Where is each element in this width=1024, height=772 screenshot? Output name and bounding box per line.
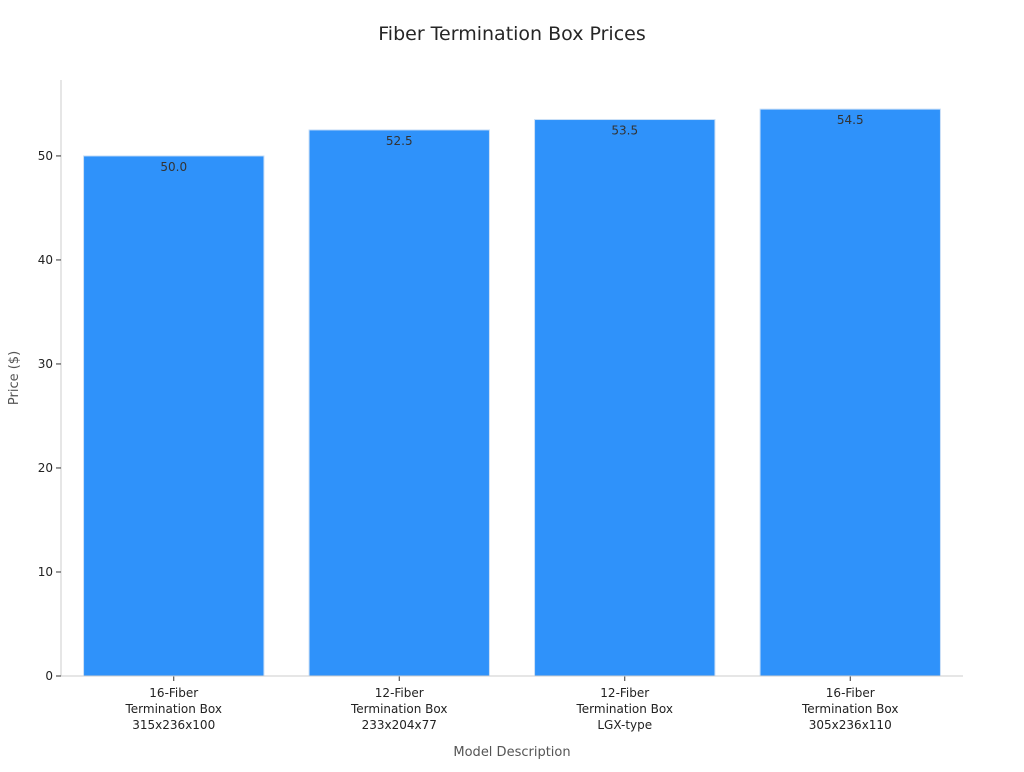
x-tick-label: 16-Fiber (149, 686, 198, 700)
data-label: 52.5 (386, 134, 413, 148)
bar (308, 129, 490, 677)
data-label: 50.0 (160, 160, 187, 174)
bar (534, 119, 716, 677)
x-tick-label: Termination Box (576, 702, 674, 716)
bar (759, 108, 941, 677)
x-tick-label: 12-Fiber (375, 686, 424, 700)
x-tick-label: 16-Fiber (826, 686, 875, 700)
y-tick-label: 50 (38, 149, 53, 163)
x-tick-label: 233x204x77 (362, 718, 437, 732)
y-axis-label: Price ($) (7, 351, 22, 405)
x-tick-label: 305x236x110 (809, 718, 892, 732)
x-tick-label: Termination Box (125, 702, 223, 716)
x-axis-label: Model Description (453, 745, 570, 760)
y-tick-label: 40 (38, 253, 53, 267)
y-tick-label: 0 (45, 669, 53, 683)
y-tick-label: 30 (38, 357, 53, 371)
x-tick-label: LGX-type (597, 718, 652, 732)
data-label: 53.5 (611, 124, 638, 138)
chart-title: Fiber Termination Box Prices (378, 23, 645, 45)
x-tick-label: Termination Box (801, 702, 899, 716)
bar (83, 155, 265, 677)
data-label: 54.5 (837, 113, 864, 127)
y-tick-label: 10 (38, 565, 53, 579)
x-tick-label: Termination Box (350, 702, 448, 716)
x-tick-label: 12-Fiber (600, 686, 649, 700)
x-tick-label: 315x236x100 (132, 718, 215, 732)
y-tick-label: 20 (38, 461, 53, 475)
